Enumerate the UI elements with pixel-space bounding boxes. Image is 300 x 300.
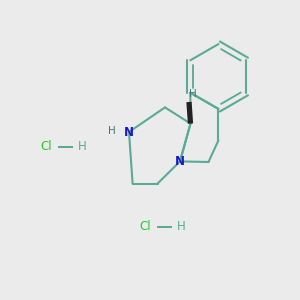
Text: N: N [175, 155, 185, 168]
Text: H: H [189, 88, 196, 99]
Text: H: H [108, 125, 116, 136]
Text: Cl: Cl [41, 140, 52, 154]
Text: H: H [176, 220, 185, 233]
Text: N: N [124, 125, 134, 139]
Text: H: H [77, 140, 86, 154]
Text: Cl: Cl [140, 220, 151, 233]
